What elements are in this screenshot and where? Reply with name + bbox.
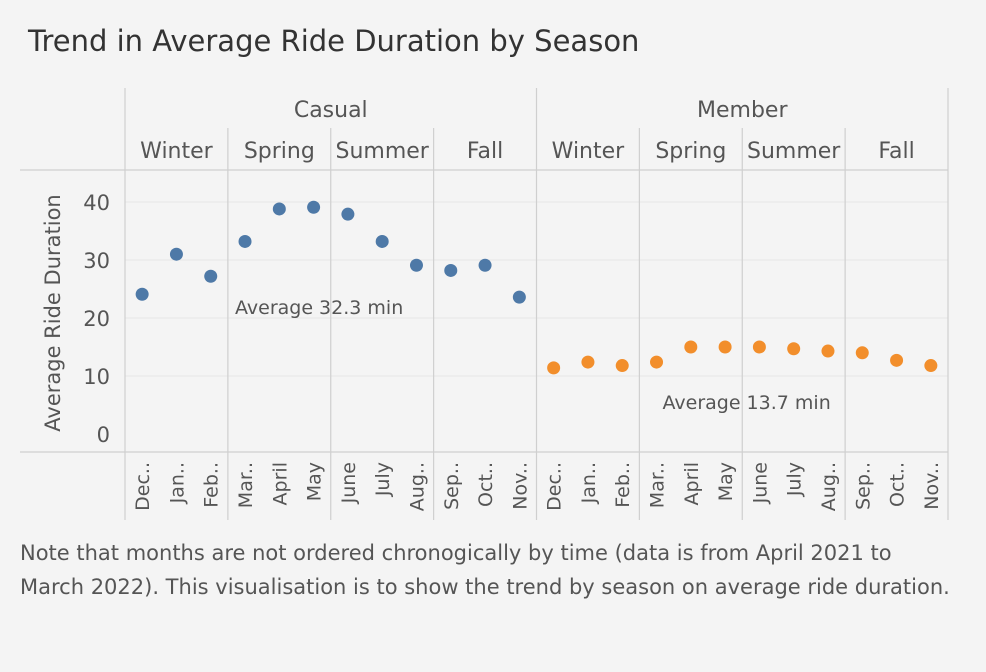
axis-layer: Average Ride Duration 0 10 20 30 40 Dec.. Jan..…	[41, 191, 943, 511]
x-tick-label: June	[749, 462, 771, 504]
season-header-fall: Fall	[878, 139, 914, 164]
x-tick-label: July	[784, 462, 806, 497]
average-label-member: Average 13.7 min	[663, 392, 831, 414]
data-point-casual	[135, 287, 149, 301]
x-tick-label: June	[338, 462, 360, 504]
group-header-casual: Casual	[294, 98, 368, 123]
x-tick-label: Aug..	[818, 462, 840, 511]
data-point-member	[684, 340, 698, 354]
data-point-member	[924, 359, 938, 373]
point-layer	[135, 200, 938, 375]
x-tick-label: Aug..	[406, 462, 428, 511]
y-tick-label: 30	[83, 249, 110, 273]
y-tick-label: 40	[83, 191, 110, 215]
x-tick-label: Jan..	[166, 462, 188, 504]
x-tick-label: April	[681, 462, 703, 505]
x-tick-label: Jan..	[578, 462, 600, 504]
data-point-member	[890, 353, 904, 367]
data-point-member	[821, 344, 835, 358]
season-header-fall: Fall	[467, 139, 503, 164]
x-tick-label: Mar..	[647, 462, 669, 508]
data-point-casual	[341, 207, 355, 221]
y-tick-label: 20	[83, 307, 110, 331]
data-point-casual	[307, 200, 321, 214]
x-tick-label: Oct..	[475, 462, 497, 507]
group-header-member: Member	[697, 98, 788, 123]
y-tick-label: 10	[83, 365, 110, 389]
data-point-member	[752, 340, 766, 354]
x-tick-label: Oct..	[887, 462, 909, 507]
data-point-casual	[375, 234, 389, 248]
data-point-casual	[272, 202, 286, 216]
x-tick-label: Dec..	[132, 462, 154, 511]
data-point-casual	[444, 263, 458, 277]
y-axis-label: Average Ride Duration	[41, 194, 65, 431]
chart-title: Trend in Average Ride Duration by Season	[28, 24, 640, 58]
season-header-spring: Spring	[244, 139, 315, 164]
x-tick-label: July	[372, 462, 394, 497]
header-layer: Casual Winter Spring Summer Fall Member Winter…	[140, 98, 915, 164]
x-tick-label: Feb..	[201, 462, 223, 508]
frame-layer	[20, 88, 949, 520]
label-layer: Average 32.3 min Average 13.7 min	[235, 297, 831, 414]
x-tick-label: Dec..	[544, 462, 566, 511]
y-tick-label: 0	[97, 423, 110, 447]
chart-note: Note that months are not ordered chronog…	[20, 541, 950, 599]
data-point-member	[650, 355, 664, 369]
data-point-member	[615, 359, 629, 373]
x-tick-label: Mar..	[235, 462, 257, 508]
average-label-casual: Average 32.3 min	[235, 297, 403, 319]
x-tick-label: May	[715, 462, 737, 501]
data-point-member	[547, 361, 561, 375]
data-point-casual	[478, 258, 492, 272]
season-header-spring: Spring	[655, 139, 726, 164]
season-header-summer: Summer	[747, 139, 841, 164]
season-header-summer: Summer	[336, 139, 430, 164]
season-header-winter: Winter	[552, 139, 625, 164]
x-tick-label: Sep..	[852, 462, 874, 510]
data-point-casual	[204, 269, 218, 283]
data-point-member	[855, 346, 869, 360]
x-tick-label: April	[269, 462, 291, 505]
data-point-member	[581, 355, 595, 369]
data-point-casual	[512, 290, 526, 304]
data-point-casual	[169, 247, 183, 261]
data-point-casual	[238, 234, 252, 248]
data-point-member	[718, 340, 732, 354]
x-tick-label: Nov..	[921, 462, 943, 510]
scatter-chart: Casual Winter Spring Summer Fall Member Winter…	[20, 88, 949, 520]
x-tick-label: Sep..	[441, 462, 463, 510]
data-point-member	[787, 342, 801, 356]
season-header-winter: Winter	[140, 139, 213, 164]
data-point-casual	[409, 258, 423, 272]
x-tick-label: Feb..	[612, 462, 634, 508]
x-tick-label: May	[304, 462, 326, 501]
x-tick-label: Nov..	[509, 462, 531, 510]
